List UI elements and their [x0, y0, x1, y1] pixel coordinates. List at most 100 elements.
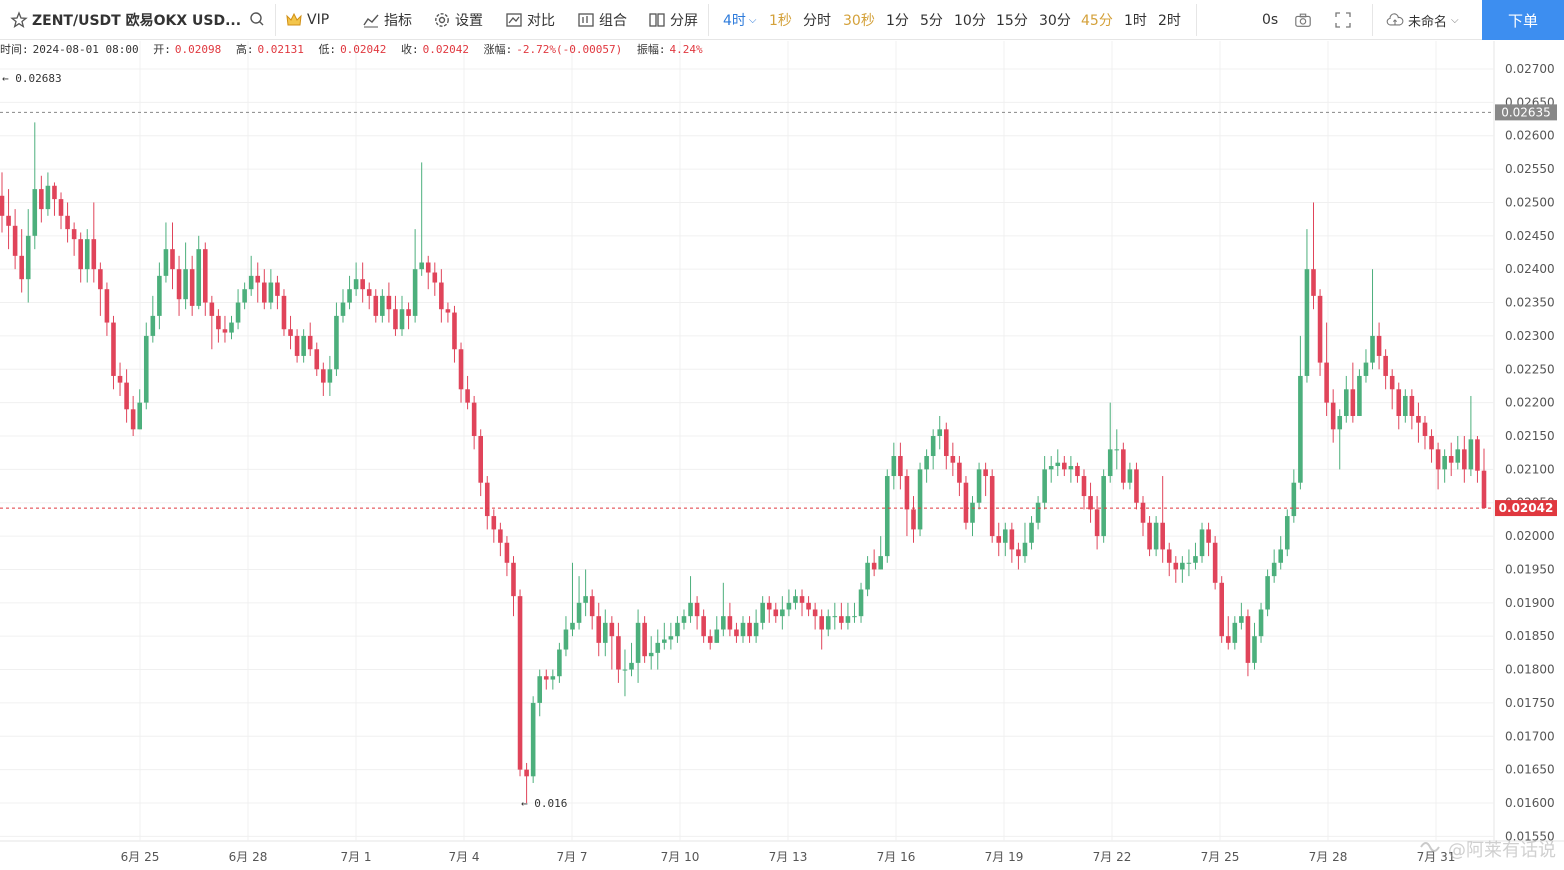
interval-1h[interactable]: 1时 — [1124, 13, 1147, 29]
candle-body — [124, 382, 129, 410]
candle-body — [0, 195, 5, 216]
interval-30s[interactable]: 30秒 — [843, 13, 875, 29]
interval-5m[interactable]: 5分 — [920, 13, 943, 29]
candle-body — [45, 185, 51, 210]
time-value: 2024-08-01 08:00 — [32, 43, 139, 56]
y-tick-label: 0.01950 — [1505, 562, 1555, 576]
candle-body — [609, 622, 615, 637]
candle-body — [465, 389, 470, 403]
candle-body — [12, 225, 18, 256]
candle-body — [839, 616, 844, 623]
layout-save-button[interactable]: 未命名 ⌵ — [1386, 0, 1459, 40]
y-tick-label: 0.01750 — [1505, 696, 1555, 710]
layout-name: 未命名 — [1408, 14, 1448, 30]
candle-body — [491, 516, 497, 530]
candle-body — [202, 249, 208, 303]
y-tick-label: 0.02500 — [1505, 195, 1555, 209]
candle-body — [766, 602, 772, 610]
candle-body — [150, 315, 156, 336]
candle-body — [334, 315, 339, 370]
candle-body — [1383, 355, 1388, 376]
x-tick-label: 7月 22 — [1093, 850, 1132, 864]
split-screen-label: 分屏 — [670, 13, 698, 29]
candle-body — [386, 295, 392, 310]
combo-button[interactable]: 组合 — [577, 0, 627, 40]
fullscreen-button[interactable] — [1334, 0, 1356, 40]
x-tick-label: 6月 25 — [121, 850, 160, 864]
change-value: -2.72%(-0.00057) — [516, 43, 623, 56]
candle-body — [543, 676, 549, 680]
indicators-button[interactable]: 指标 — [362, 0, 412, 40]
interval-30m[interactable]: 30分 — [1039, 13, 1071, 29]
settings-button[interactable]: 设置 — [433, 0, 483, 40]
candle-body — [760, 602, 765, 623]
candle-body — [950, 456, 956, 463]
divider — [1372, 4, 1373, 36]
compare-button[interactable]: 对比 — [505, 0, 555, 40]
screenshot-button[interactable] — [1294, 0, 1316, 40]
split-screen-button[interactable]: 分屏 — [648, 0, 698, 40]
candle-body — [445, 309, 451, 313]
candle-body — [517, 596, 523, 770]
candle-body — [432, 272, 438, 283]
interval-15m[interactable]: 15分 — [996, 13, 1028, 29]
candle-body — [1422, 422, 1428, 436]
candle-body — [19, 255, 24, 280]
candle-body — [419, 262, 424, 270]
reference-price-label: 0.02635 — [1501, 105, 1551, 119]
compare-label: 对比 — [527, 13, 555, 29]
interval-4h[interactable]: 4时 ⌵ — [723, 13, 757, 29]
y-tick-label: 0.02100 — [1505, 462, 1555, 476]
candle-body — [648, 652, 654, 657]
candle-body — [452, 312, 457, 350]
candle-body — [1376, 335, 1382, 356]
y-tick-label: 0.01700 — [1505, 729, 1555, 743]
candle-body — [1219, 582, 1224, 637]
candle-body — [1403, 395, 1408, 416]
candle-body — [616, 636, 621, 670]
interval-2h[interactable]: 2时 — [1158, 13, 1181, 29]
crown-icon — [285, 11, 303, 29]
candle-body — [714, 629, 720, 643]
candle-body — [1284, 516, 1290, 550]
y-tick-label: 0.02300 — [1505, 329, 1555, 343]
interval-timeline[interactable]: 分时 — [803, 13, 831, 29]
x-tick-label: 6月 28 — [229, 850, 268, 864]
candle-body — [511, 562, 516, 597]
symbol-selector[interactable]: ZENT/USDT 欧易OKX USD... — [10, 0, 241, 40]
symbol-search-button[interactable] — [249, 0, 271, 40]
y-tick-label: 0.02700 — [1505, 62, 1555, 76]
candle-body — [327, 369, 333, 383]
candle-body — [602, 622, 608, 643]
candle-body — [832, 616, 838, 618]
interval-1m[interactable]: 1分 — [886, 13, 909, 29]
candle-body — [878, 556, 884, 570]
candle-body — [425, 262, 431, 273]
amplitude-value: 4.24% — [669, 43, 703, 56]
candle-body — [924, 456, 929, 470]
vip-button[interactable]: VIP — [285, 0, 329, 40]
candle-body — [1166, 549, 1172, 563]
close-label: 收: — [401, 43, 419, 56]
candle-body — [380, 295, 385, 316]
interval-10m[interactable]: 10分 — [954, 13, 986, 29]
candle-body — [812, 609, 818, 617]
candle-body — [1304, 269, 1310, 376]
amplitude-label: 振幅: — [636, 43, 666, 56]
order-button[interactable]: 下单 — [1482, 0, 1564, 40]
candle-body — [983, 469, 988, 477]
interval-1s[interactable]: 1秒 — [769, 13, 792, 29]
candle-body — [268, 282, 274, 303]
candle-body — [399, 309, 405, 330]
candle-body — [976, 469, 982, 503]
candlestick-chart[interactable]: 0.027000.026500.026000.025500.025000.024… — [0, 41, 1564, 870]
interval-45m[interactable]: 45分 — [1081, 13, 1113, 29]
candle-body — [917, 469, 923, 530]
candle-body — [747, 622, 752, 637]
candle-body — [524, 769, 529, 777]
candle-body — [806, 602, 811, 610]
candle-body — [288, 329, 293, 336]
star-icon[interactable] — [10, 11, 28, 29]
candle-body — [668, 636, 674, 640]
y-tick-label: 0.01800 — [1505, 663, 1555, 677]
